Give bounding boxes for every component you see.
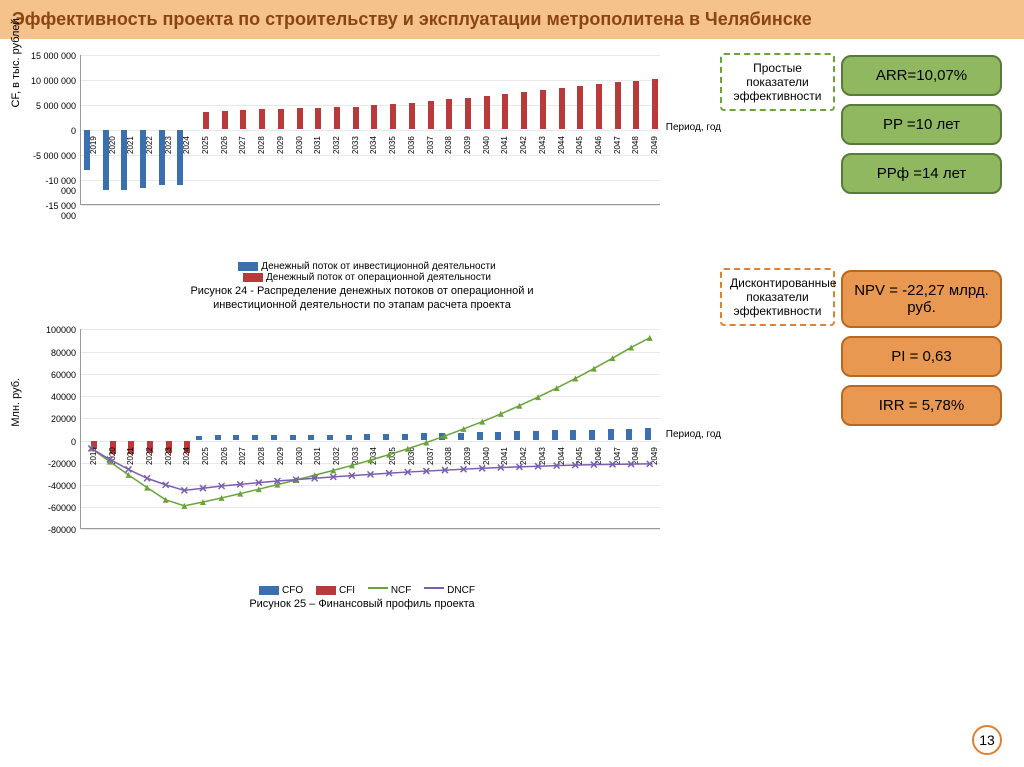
xtick: 2037 bbox=[426, 137, 435, 155]
xtick: 2026 bbox=[220, 137, 229, 155]
chart2-xlabel: Период, год bbox=[666, 429, 721, 440]
category-box: Простые показатели эффективности bbox=[720, 53, 835, 111]
page-number: 13 bbox=[972, 725, 1002, 755]
chart2-legend: CFO CFI NCF DNCF bbox=[8, 585, 716, 596]
metric-box: PI = 0,63 bbox=[841, 336, 1002, 377]
ytick: 40000 bbox=[28, 392, 76, 402]
chart1-ylabel: CF, в тыс. рублей bbox=[10, 19, 22, 108]
metric-box: PP =10 лет bbox=[841, 104, 1002, 145]
xtick: 2034 bbox=[369, 137, 378, 155]
xtick: 2027 bbox=[238, 137, 247, 155]
xtick: 2040 bbox=[482, 137, 491, 155]
ytick: -5 000 000 bbox=[28, 151, 76, 161]
xtick: 2019 bbox=[89, 137, 98, 155]
ytick: -10 000 000 bbox=[28, 176, 76, 196]
xtick: 2028 bbox=[257, 137, 266, 155]
chart2-caption: Рисунок 25 – Финансовый профиль проекта bbox=[8, 598, 716, 610]
xtick: 2046 bbox=[594, 137, 603, 155]
xtick: 2042 bbox=[519, 137, 528, 155]
chart1-caption2: инвестиционной деятельности по этапам ра… bbox=[8, 299, 716, 311]
chart1-xlabel: Период, год bbox=[666, 122, 721, 133]
xtick: 2021 bbox=[126, 137, 135, 155]
ytick: 5 000 000 bbox=[28, 101, 76, 111]
metric-box: NPV = -22,27 млрд. руб. bbox=[841, 270, 1002, 328]
xtick: 2020 bbox=[108, 137, 117, 155]
ytick: 10 000 000 bbox=[28, 76, 76, 86]
xtick: 2032 bbox=[332, 137, 341, 155]
chart1-caption: Рисунок 24 - Распределение денежных пото… bbox=[8, 285, 716, 297]
ytick: 0 bbox=[28, 126, 76, 136]
ytick: -60000 bbox=[28, 503, 76, 513]
page-title: Эффективность проекта по строительству и… bbox=[0, 0, 1024, 39]
xtick: 2047 bbox=[613, 137, 622, 155]
xtick: 2025 bbox=[201, 137, 210, 155]
xtick: 2049 bbox=[650, 137, 659, 155]
ytick: -80000 bbox=[28, 525, 76, 535]
ytick: -15 000 000 bbox=[28, 201, 76, 221]
xtick: 2031 bbox=[313, 137, 322, 155]
xtick: 2038 bbox=[444, 137, 453, 155]
xtick: 2024 bbox=[182, 137, 191, 155]
xtick: 2030 bbox=[295, 137, 304, 155]
xtick: 2048 bbox=[631, 137, 640, 155]
chart2-ylabel: Млн. руб. bbox=[10, 378, 22, 427]
xtick: 2041 bbox=[500, 137, 509, 155]
ytick: -40000 bbox=[28, 481, 76, 491]
metric-box: IRR = 5,78% bbox=[841, 385, 1002, 426]
xtick: 2029 bbox=[276, 137, 285, 155]
chart-cashflows: CF, в тыс. рублей 2019202020212022202320… bbox=[8, 47, 716, 257]
metric-box: ARR=10,07% bbox=[841, 55, 1002, 96]
ytick: 15 000 000 bbox=[28, 51, 76, 61]
xtick: 2039 bbox=[463, 137, 472, 155]
category-box: Дисконтированные показатели эффективност… bbox=[720, 268, 835, 326]
xtick: 2035 bbox=[388, 137, 397, 155]
chart1-legend: Денежный поток от инвестиционной деятель… bbox=[8, 261, 716, 283]
chart-financial-profile: Млн. руб. 201920202021202220232024202520… bbox=[8, 321, 716, 581]
ytick: 100000 bbox=[28, 325, 76, 335]
ytick: 80000 bbox=[28, 348, 76, 358]
ytick: 0 bbox=[28, 437, 76, 447]
xtick: 2022 bbox=[145, 137, 154, 155]
xtick: 2043 bbox=[538, 137, 547, 155]
xtick: 2033 bbox=[351, 137, 360, 155]
metric-box: PPф =14 лет bbox=[841, 153, 1002, 194]
xtick: 2036 bbox=[407, 137, 416, 155]
xtick: 2045 bbox=[575, 137, 584, 155]
ytick: 20000 bbox=[28, 414, 76, 424]
xtick: 2044 bbox=[557, 137, 566, 155]
ytick: 60000 bbox=[28, 370, 76, 380]
xtick: 2023 bbox=[164, 137, 173, 155]
ytick: -20000 bbox=[28, 459, 76, 469]
